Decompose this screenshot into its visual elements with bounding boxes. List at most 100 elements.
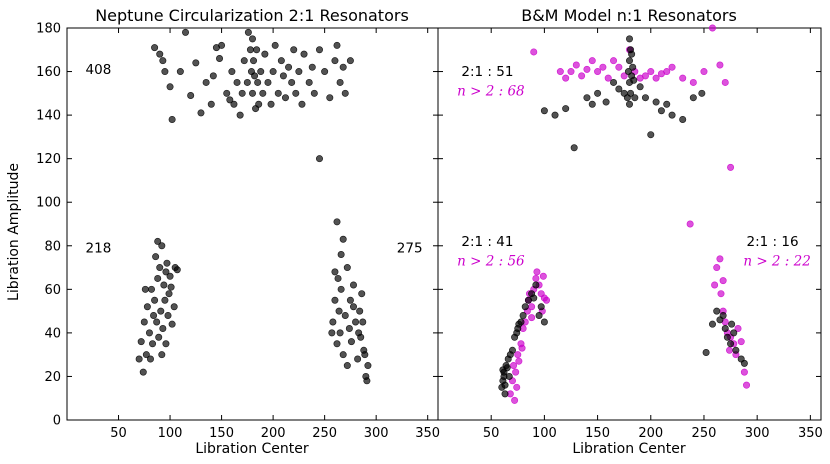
left-annotation: 275: [397, 240, 423, 256]
left-data-point: [243, 78, 251, 86]
left-data-point: [300, 50, 308, 58]
right-data-point: [535, 311, 543, 319]
right-data-point: [734, 325, 742, 333]
left-data-point: [257, 68, 265, 76]
left-y-tick-label: 20: [44, 370, 61, 385]
right-data-point: [708, 24, 716, 32]
left-data-point: [154, 237, 162, 245]
right-data-point: [647, 68, 655, 76]
right-data-point: [689, 94, 697, 102]
left-annotations: 408 218 275: [86, 62, 423, 257]
left-data-point: [337, 250, 345, 258]
left-data-point: [347, 338, 355, 346]
left-data-point: [158, 242, 166, 250]
right-data-point: [641, 72, 649, 80]
right-data-point: [583, 65, 591, 73]
left-annotation: 408: [86, 62, 112, 78]
right-data-point: [686, 220, 694, 228]
right-data-point: [716, 61, 724, 69]
right-data-point: [668, 63, 676, 71]
left-data-point: [249, 35, 257, 43]
left-data-point: [361, 351, 369, 359]
left-data-point: [246, 46, 254, 54]
left-data-point: [334, 274, 342, 282]
right-data-point: [506, 351, 514, 359]
left-data-point: [228, 68, 236, 76]
right-data-point: [657, 107, 665, 115]
right-data-point: [551, 111, 559, 119]
left-data-point: [279, 72, 287, 80]
right-data-point: [713, 264, 721, 272]
right-data-point: [620, 72, 628, 80]
right-annotation: 2:1 : 41: [461, 234, 513, 250]
left-data-point: [267, 100, 275, 108]
right-data-point: [627, 89, 635, 97]
left-data-point: [150, 311, 158, 319]
left-data-point: [160, 281, 168, 289]
left-data-point: [264, 78, 272, 86]
right-data-point: [543, 296, 551, 304]
left-data-point: [157, 307, 165, 315]
left-data-point: [238, 89, 246, 97]
right-data-point: [730, 329, 738, 337]
left-data-point: [326, 94, 334, 102]
right-data-point: [515, 320, 523, 328]
left-data-point: [363, 377, 371, 385]
right-data-point: [533, 268, 541, 276]
left-data-point: [274, 89, 282, 97]
left-data-point: [355, 329, 363, 337]
left-data-point: [223, 89, 231, 97]
right-data-point: [567, 68, 575, 76]
right-data-point: [628, 50, 636, 58]
left-data-point: [341, 89, 349, 97]
right-annotation: n > 2 : 68: [457, 84, 525, 100]
left-data-point: [310, 89, 318, 97]
left-data-point: [202, 78, 210, 86]
left-y-tick-label: 140: [36, 109, 61, 124]
left-data-point: [315, 155, 323, 163]
right-data-point: [501, 390, 509, 398]
left-data-point: [285, 63, 293, 71]
left-data-point: [209, 72, 217, 80]
left-data-point: [349, 303, 357, 311]
right-data-point: [515, 357, 523, 365]
left-data-point: [345, 325, 353, 333]
left-data-point: [233, 78, 241, 86]
left-data-point: [240, 57, 248, 65]
right-data-point: [578, 72, 586, 80]
left-y-tick-label: 180: [36, 22, 61, 37]
left-y-tick-label: 80: [44, 239, 61, 254]
right-data-point: [570, 144, 578, 152]
right-data-point: [625, 57, 633, 65]
left-data-point: [308, 63, 316, 71]
right-data-point: [532, 281, 540, 289]
left-data-point: [154, 274, 162, 282]
left-chart-title: Neptune Circularization 2:1 Resonators: [95, 6, 409, 25]
right-data-point: [562, 74, 570, 82]
left-data-point: [159, 57, 167, 65]
right-data-point: [588, 100, 596, 108]
right-data-point: [528, 314, 536, 322]
right-data-point: [647, 131, 655, 139]
right-data-point: [723, 333, 731, 341]
left-data-point: [352, 318, 360, 326]
right-data-point: [625, 35, 633, 43]
left-data-point: [336, 78, 344, 86]
left-data-point: [176, 68, 184, 76]
left-data-point: [339, 235, 347, 243]
left-data-point: [281, 94, 289, 102]
left-data-point: [166, 272, 174, 280]
left-y-tick-label: 40: [44, 326, 61, 341]
right-data-point: [727, 163, 735, 171]
right-data-point: [530, 294, 538, 302]
left-data-point: [277, 57, 285, 65]
left-data-point: [295, 68, 303, 76]
right-data-point: [556, 68, 564, 76]
left-data-point: [343, 362, 351, 370]
right-x-tick-label: 250: [692, 426, 717, 441]
right-data-point: [719, 277, 727, 285]
right-x-axis-label: Libration Center: [572, 441, 686, 457]
right-x-tick-label: 200: [638, 426, 663, 441]
right-data-point: [719, 311, 727, 319]
